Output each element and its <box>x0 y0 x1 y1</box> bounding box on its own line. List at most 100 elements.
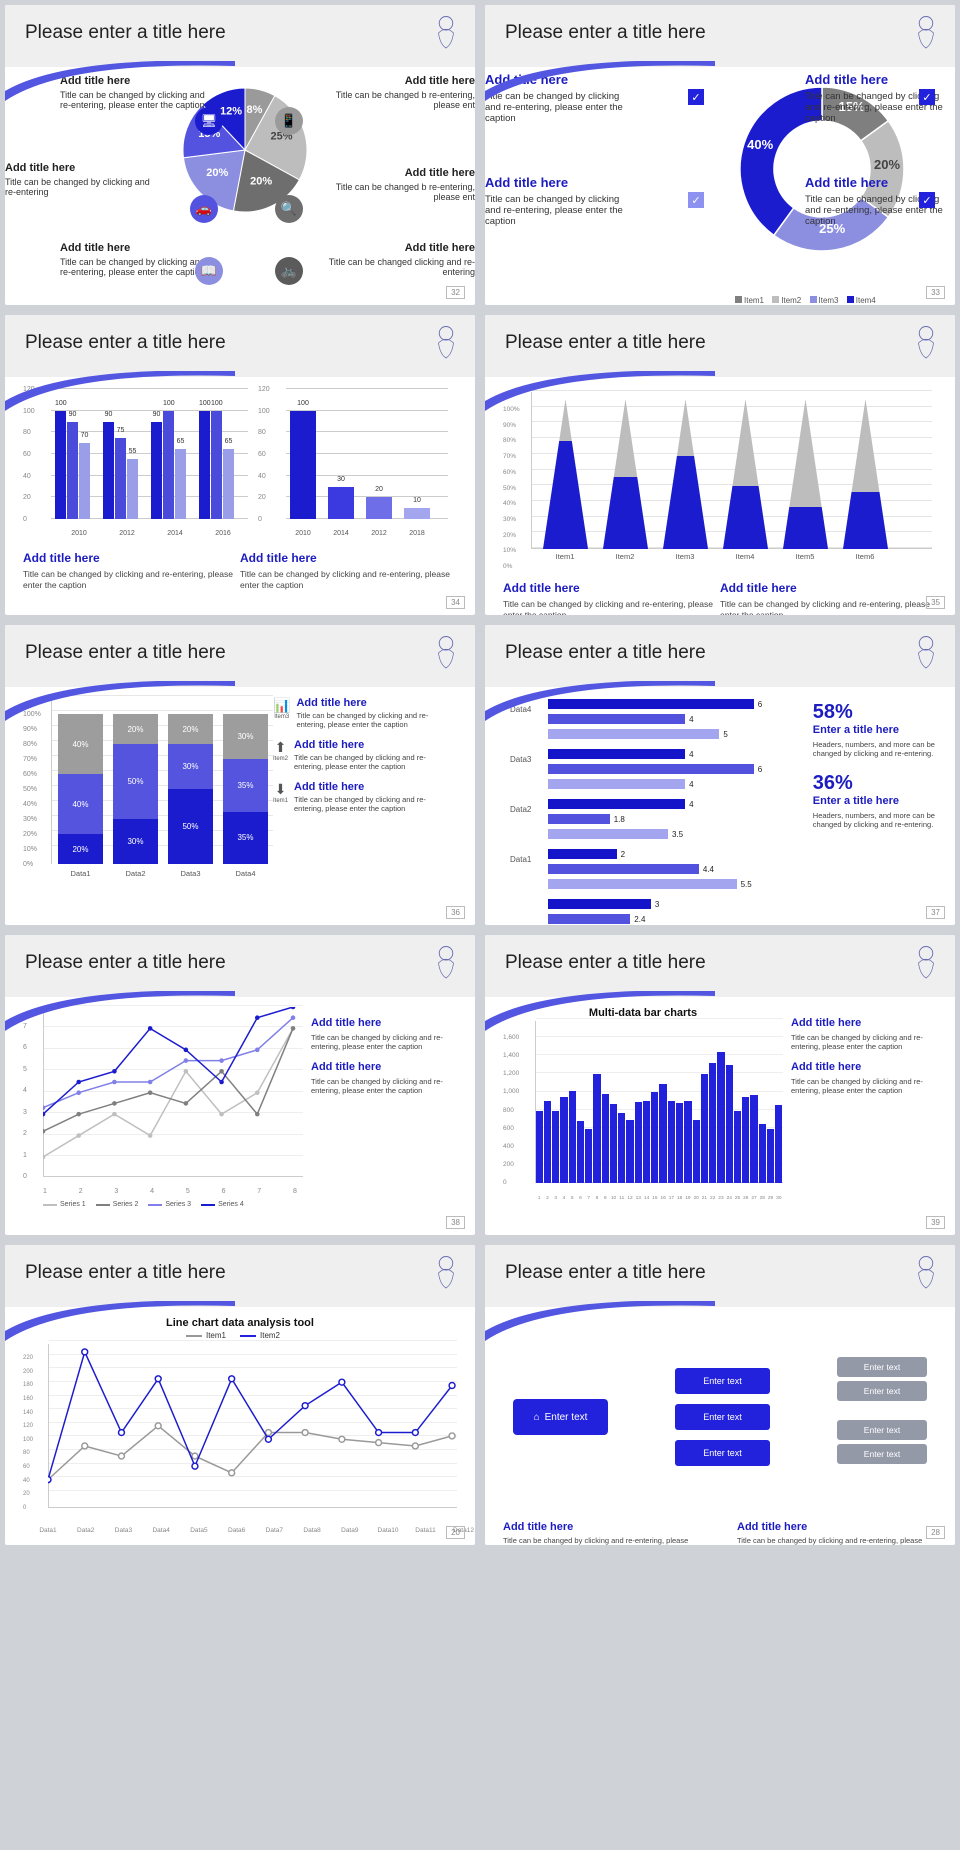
page-number: 39 <box>926 1216 945 1229</box>
page-title-9[interactable]: Please enter a title here <box>25 1262 226 1284</box>
flow-right-node-0[interactable]: Enter text <box>837 1357 927 1377</box>
decorative-swoosh <box>485 681 715 721</box>
slide-pie-chart: Please enter a title here 8%25%20%20%15%… <box>5 5 475 305</box>
page-number: 35 <box>926 596 945 609</box>
checkbox-item-1[interactable]: ✓ <box>919 89 935 105</box>
side-item-0: 📊 Item3 Add title here Title can be change… <box>273 697 448 729</box>
slide-line-chart-multi: Please enter a title here 01234567123456… <box>5 935 475 1235</box>
page-title-6[interactable]: Please enter a title here <box>505 642 706 664</box>
page-title-1[interactable]: Please enter a title here <box>25 22 226 44</box>
download-icon: ⬇ Item1 <box>273 781 288 804</box>
stacked-bar-chart: Item3Item2Item10%10%20%30%40%50%60%70%80… <box>23 697 457 882</box>
decorative-swoosh <box>5 1301 235 1341</box>
decorative-swoosh <box>5 681 235 721</box>
page-title-7[interactable]: Please enter a title here <box>25 952 226 974</box>
decorative-swoosh <box>5 61 235 101</box>
slide-grid: Please enter a title here 8%25%20%20%15%… <box>0 0 960 1550</box>
flow-diagram: ⌂ Enter text Enter text Enter text Enter… <box>503 1317 937 1517</box>
decorative-swoosh <box>485 61 715 101</box>
svg-text:20%: 20% <box>874 157 900 172</box>
flow-home-node[interactable]: ⌂ Enter text <box>513 1399 608 1435</box>
chart-caption-1: Add title here Title can be changed by c… <box>23 551 240 591</box>
checkbox-item-2[interactable]: ✓ <box>688 192 704 208</box>
chart-caption-1: Add title here Title can be changed by c… <box>503 581 720 615</box>
pie-legend-item-5: Add title here Title can be changed clic… <box>325 242 475 277</box>
slide-bar-charts: Please enter a title here 0 20 40 60 80 100 12… <box>5 315 475 615</box>
side-item-2: ⬇ Item1 Add title here Title can be change… <box>273 781 448 813</box>
flow-caption-2: Add title here Title can be changed by c… <box>737 1521 937 1545</box>
side-item-1: ⬆ Item2 Add title here Title can be change… <box>273 739 448 771</box>
pie-legend-item-4: Add title here Title can be changed by c… <box>5 162 155 197</box>
chart-caption-2: Add title here Title can be changed by c… <box>240 551 457 591</box>
logo-icon <box>911 13 941 53</box>
flow-right-node-2[interactable]: Enter text <box>837 1420 927 1440</box>
slide-cone-chart: Please enter a title here 0% 10% 20% 30% 40%… <box>485 315 955 615</box>
multi-data-bar-chart: Multi-data bar charts 0 200 400 600 800 1,000… <box>503 1007 937 1201</box>
logo-icon <box>431 633 461 673</box>
cone-chart: 0% 10% 20% 30% 40% 50% 60% 70% 80% 90% 100% Item1 It… <box>503 392 937 567</box>
slide-line-analysis-tool: Please enter a title here Line chart dat… <box>5 1245 475 1545</box>
flow-right-nodes: Enter text Enter text Enter text Enter t… <box>837 1357 927 1478</box>
logo-icon <box>911 1253 941 1293</box>
logo-icon <box>431 323 461 363</box>
donut-legend-labels: Item1 Item2 Item3 Item4 <box>735 296 882 305</box>
flow-caption-1: Add title here Title can be changed by c… <box>503 1521 703 1545</box>
slide-stacked-bars: Please enter a title here Item3Item2Item… <box>5 625 475 925</box>
logo-icon <box>911 943 941 983</box>
page-title-10[interactable]: Please enter a title here <box>505 1262 706 1284</box>
flow-mid-nodes: Enter text Enter text Enter text <box>675 1368 770 1466</box>
page-title-4[interactable]: Please enter a title here <box>505 332 706 354</box>
page-title-2[interactable]: Please enter a title here <box>505 22 706 44</box>
page-number: 37 <box>926 906 945 919</box>
pie-legend-item-2: Add title here Title can be changed b re… <box>325 167 475 202</box>
car-icon: 🚗 <box>190 195 218 223</box>
monitor-icon: 🖥 <box>195 107 223 135</box>
binoculars-icon: 🔍 <box>275 195 303 223</box>
page-number: 36 <box>446 906 465 919</box>
slide-multi-data-bar: Please enter a title here Multi-data bar… <box>485 935 955 1235</box>
svg-text:40%: 40% <box>747 137 773 152</box>
page-title-8[interactable]: Please enter a title here <box>505 952 706 974</box>
svg-text:12%: 12% <box>220 106 242 118</box>
flow-mid-node-1[interactable]: Enter text <box>675 1404 770 1430</box>
page-title-3[interactable]: Please enter a title here <box>25 332 226 354</box>
bar-chart-icon: 📊 Item3 <box>273 697 290 720</box>
upload-icon: ⬆ Item2 <box>273 739 288 762</box>
pie-legend-item-3: Add title here Title can be changed by c… <box>60 242 210 277</box>
page-title-5[interactable]: Please enter a title here <box>25 642 226 664</box>
pie-legend-item-1: Add title here Title can be changed b re… <box>325 75 475 110</box>
decorative-swoosh <box>5 371 235 411</box>
svg-text:20%: 20% <box>250 175 272 187</box>
decorative-swoosh <box>485 1301 715 1341</box>
chart-caption-2: Add title here Title can be changed by c… <box>720 581 937 615</box>
horizontal-bar-chart: Data4 6 4 5 Data3 4 6 4 Data2 4 1.8 3.5 Data1 2 4.4 5.5… <box>503 697 937 887</box>
logo-icon <box>431 13 461 53</box>
logo-icon <box>911 633 941 673</box>
logo-icon <box>431 943 461 983</box>
page-number: 38 <box>446 1216 465 1229</box>
phone-icon: 📱 <box>275 107 303 135</box>
page-number: 20 <box>446 1526 465 1539</box>
decorative-swoosh <box>5 991 235 1031</box>
home-icon: ⌂ <box>534 1412 540 1423</box>
page-number: 28 <box>926 1526 945 1539</box>
page-number: 34 <box>446 596 465 609</box>
flow-right-node-1[interactable]: Enter text <box>837 1381 927 1401</box>
flow-right-node-3[interactable]: Enter text <box>837 1444 927 1464</box>
page-number: 33 <box>926 286 945 299</box>
slide-horizontal-bars: Please enter a title here Data4 6 4 5 Data3 4… <box>485 625 955 925</box>
decorative-swoosh <box>485 991 715 1031</box>
donut-legend-item-2: Add title here Title can be changed by c… <box>485 175 635 227</box>
flow-mid-node-2[interactable]: Enter text <box>675 1440 770 1466</box>
decorative-swoosh <box>485 371 715 411</box>
slide-donut-chart: Please enter a title here 15% 20% 25% 40% A… <box>485 5 955 305</box>
logo-icon <box>431 1253 461 1293</box>
flow-mid-node-0[interactable]: Enter text <box>675 1368 770 1394</box>
checkbox-item-3[interactable]: ✓ <box>919 192 935 208</box>
slide-flow-diagram: Please enter a title here ⌂ Enter text E… <box>485 1245 955 1545</box>
svg-text:8%: 8% <box>246 104 262 116</box>
svg-text:20%: 20% <box>206 167 228 179</box>
bicycle-icon: 🚲 <box>275 257 303 285</box>
logo-icon <box>911 323 941 363</box>
